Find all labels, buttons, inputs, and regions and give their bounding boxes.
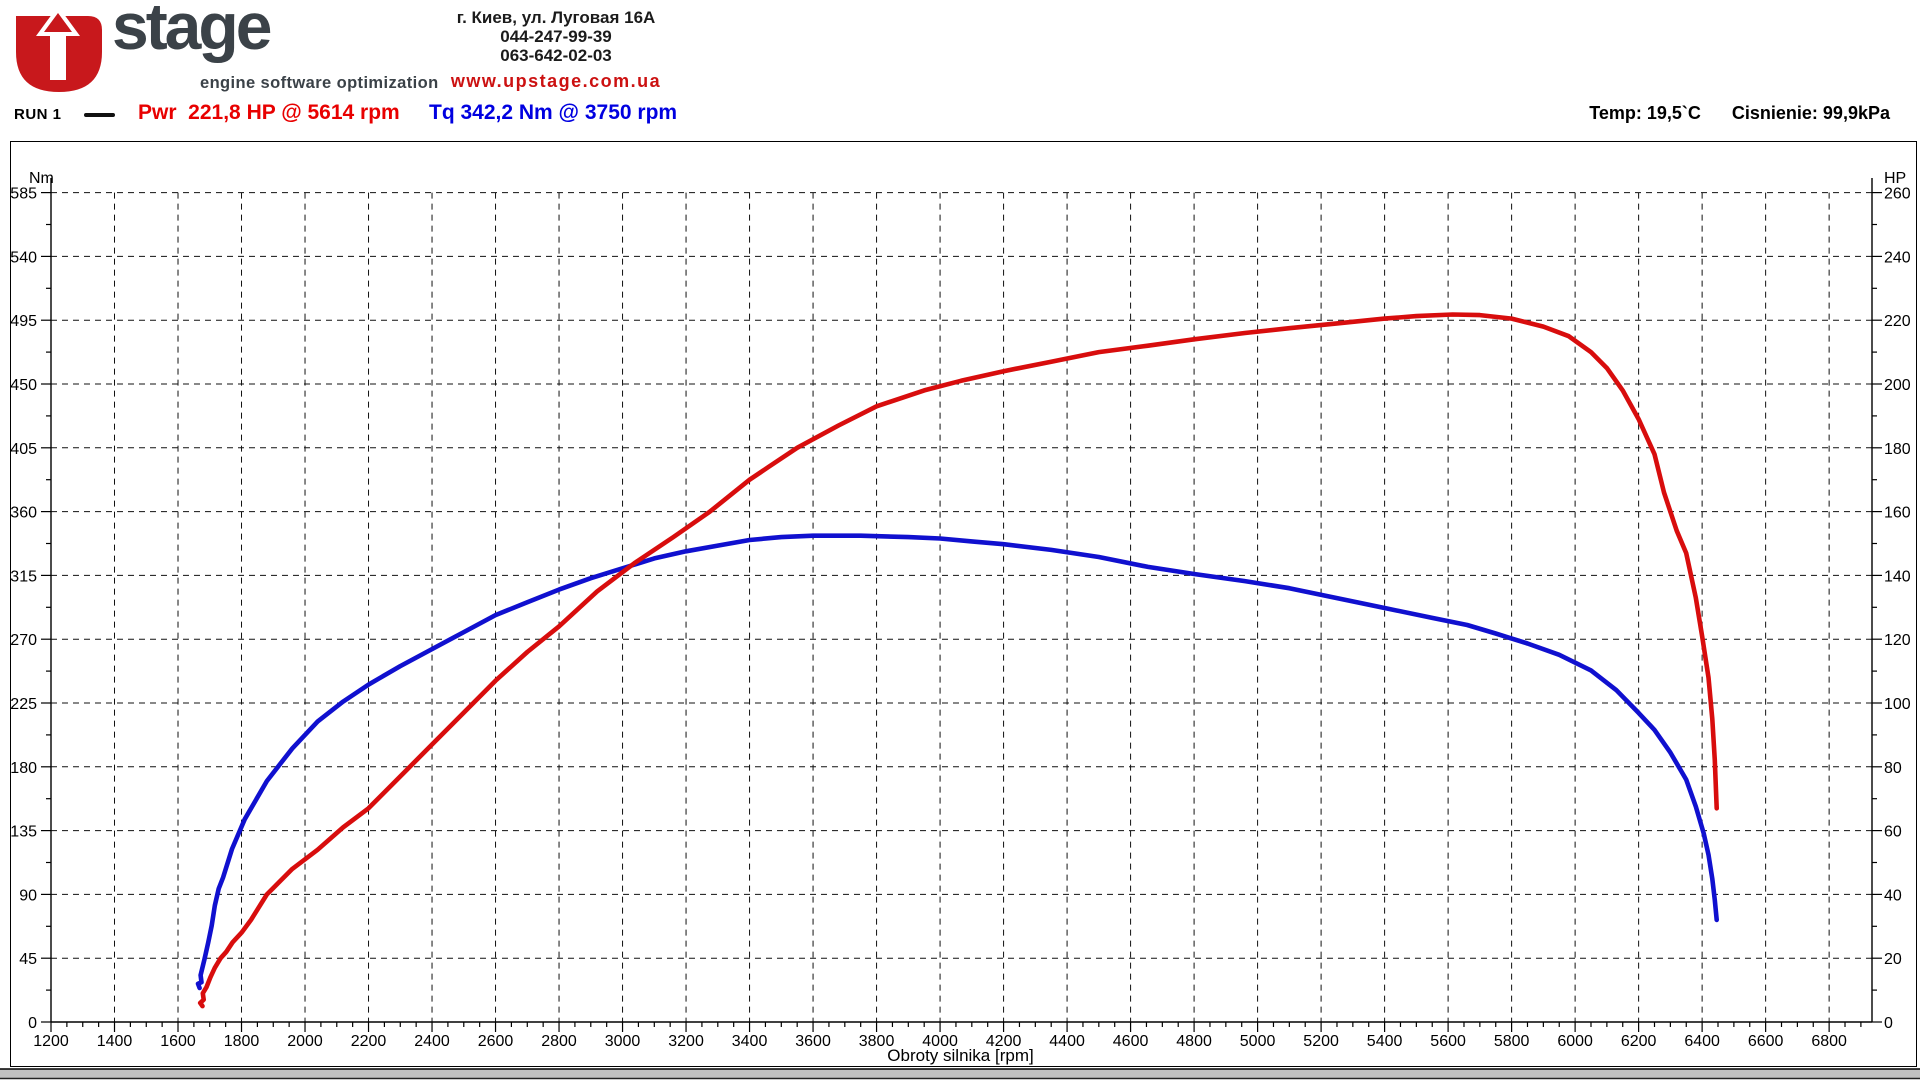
left-tick-label: 360 <box>10 505 37 522</box>
contact-phone-2: 063-642-02-03 <box>500 46 612 65</box>
left-tick-label: 45 <box>19 951 37 968</box>
left-tick-label: 270 <box>10 632 37 649</box>
run-label: RUN 1 <box>14 106 62 123</box>
left-tick-label: 225 <box>10 696 37 713</box>
x-tick-label: 3200 <box>668 1033 704 1050</box>
x-tick-label: 6800 <box>1811 1033 1847 1050</box>
dyno-chart: 1200 1400 1600 1800 2000 2200 2400 2600 2800 3000… <box>0 141 1920 1080</box>
power-curve <box>197 312 1719 1009</box>
right-tick-label: 20 <box>1884 951 1902 968</box>
right-tick-label: 200 <box>1884 377 1911 394</box>
right-tick-label: 100 <box>1884 696 1911 713</box>
right-tick-label: 220 <box>1884 313 1911 330</box>
x-tick-label: 6400 <box>1684 1033 1720 1050</box>
x-tick-label: 4600 <box>1113 1033 1149 1050</box>
x-tick-label: 6000 <box>1557 1033 1593 1050</box>
left-tick-label: 540 <box>10 249 37 266</box>
right-tick-label: 40 <box>1884 887 1902 904</box>
window-bottom-strip <box>0 1069 1920 1079</box>
right-tick-label: 80 <box>1884 760 1902 777</box>
x-tick-label: 4000 <box>922 1033 958 1050</box>
contact-phone-1: 044-247-99-39 <box>500 27 612 46</box>
x-tick-label: 5400 <box>1367 1033 1403 1050</box>
power-peak-readout: Pwr 221,8 HP @ 5614 rpm <box>138 101 400 124</box>
upstage-logo-icon <box>16 6 102 92</box>
torque-peak-readout: Tq 342,2 Nm @ 3750 rpm <box>429 101 678 124</box>
left-tick-label: 135 <box>10 824 37 841</box>
x-tick-label: 4400 <box>1049 1033 1085 1050</box>
x-tick-label: 3800 <box>859 1033 895 1050</box>
x-tick-label: 4200 <box>986 1033 1022 1050</box>
x-tick-label: 2400 <box>414 1033 450 1050</box>
x-tick-label: 4800 <box>1176 1033 1212 1050</box>
x-tick-label: 1400 <box>97 1033 133 1050</box>
left-tick-label: 450 <box>10 377 37 394</box>
right-tick-label: 120 <box>1884 632 1911 649</box>
logo-arrow-head <box>44 13 72 32</box>
x-tick-label: 1600 <box>160 1033 196 1050</box>
right-tick-label: 140 <box>1884 568 1911 585</box>
x-tick-label: 2000 <box>287 1033 323 1050</box>
logo-tagline: engine software optimization <box>200 74 439 92</box>
right-tick-label: 160 <box>1884 505 1911 522</box>
x-tick-label: 5800 <box>1494 1033 1530 1050</box>
x-tick-label: 3600 <box>795 1033 831 1050</box>
x-tick-label: 2600 <box>478 1033 514 1050</box>
left-tick-label: 315 <box>10 568 37 585</box>
x-tick-label: 3000 <box>605 1033 641 1050</box>
right-axis-unit-label: HP <box>1884 170 1906 187</box>
x-tick-label: 1200 <box>33 1033 69 1050</box>
right-tick-label: 240 <box>1884 249 1911 266</box>
right-tick-label: 0 <box>1884 1015 1893 1032</box>
x-tick-label: 5000 <box>1240 1033 1276 1050</box>
environment-readout: Temp: 19,5`C Cisnienie: 99,9kPa <box>1589 103 1890 124</box>
left-tick-label: 0 <box>28 1015 37 1032</box>
x-tick-label: 3400 <box>732 1033 768 1050</box>
torque-curve <box>195 533 1719 991</box>
right-tick-label: 260 <box>1884 186 1911 203</box>
run-legend-row: RUN 1 Pwr 221,8 HP @ 5614 rpm Tq 342,2 N… <box>0 100 1920 128</box>
left-tick-label: 180 <box>10 760 37 777</box>
x-tick-label: 6200 <box>1621 1033 1657 1050</box>
x-tick-label: 2200 <box>351 1033 387 1050</box>
right-tick-label: 60 <box>1884 824 1902 841</box>
left-tick-label: 90 <box>19 887 37 904</box>
left-axis-unit-label: Nm <box>29 170 54 187</box>
right-tick-label: 180 <box>1884 441 1911 458</box>
contact-address: г. Киев, ул. Луговая 16А <box>456 8 656 27</box>
x-tick-label: 1800 <box>224 1033 260 1050</box>
pressure-value: Cisnienie: 99,9kPa <box>1731 103 1890 123</box>
x-tick-label: 6600 <box>1748 1033 1784 1050</box>
x-tick-label: 5600 <box>1430 1033 1466 1050</box>
contact-website[interactable]: www.upstage.com.ua <box>450 71 662 91</box>
left-tick-label: 585 <box>10 186 37 203</box>
logo-stage-text: stage <box>112 0 272 63</box>
x-axis-title: Obroty silnika [rpm] <box>887 1046 1033 1065</box>
logo-arrow-stem <box>50 28 66 80</box>
contact-block: г. Киев, ул. Луговая 16А 044-247-99-39 0… <box>400 8 712 91</box>
x-tick-label: 5200 <box>1303 1033 1339 1050</box>
run-legend-line-icon <box>84 113 115 117</box>
x-tick-label: 2800 <box>541 1033 577 1050</box>
temperature-value: Temp: 19,5`C <box>1589 103 1701 123</box>
left-tick-label: 495 <box>10 313 37 330</box>
chart-frame <box>10 141 1917 1067</box>
left-tick-label: 405 <box>10 441 37 458</box>
